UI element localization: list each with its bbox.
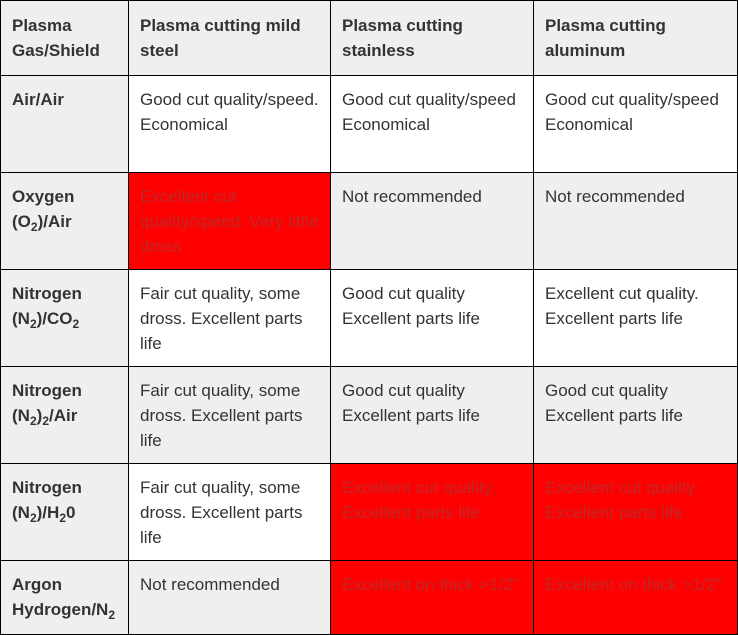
- cell-aluminum: Good cut quality Excellent parts life: [533, 366, 738, 464]
- subscript: 2: [29, 317, 37, 331]
- table-header-row: Plasma Gas/Shield Plasma cutting mild st…: [0, 0, 738, 76]
- cell-mild-steel: Good cut quality/speed. Economical: [128, 75, 331, 173]
- subscript: 2: [30, 220, 38, 234]
- cell-stainless: Good cut quality Excellent parts life: [330, 366, 534, 464]
- cell-aluminum: Excellent on thick >1/2": [533, 560, 738, 635]
- gas-text: )/CO: [36, 309, 73, 328]
- table-row: Oxygen (O2)/Air Excellent cut quality/sp…: [0, 172, 738, 270]
- header-stainless: Plasma cutting stainless: [330, 0, 534, 76]
- gas-label: Nitrogen (N2)/CO2: [0, 269, 129, 367]
- table-row: Air/Air Good cut quality/speed. Economic…: [0, 75, 738, 173]
- cell-mild-steel: Fair cut quality, some dross. Excellent …: [128, 269, 331, 367]
- gas-text: /Air: [49, 406, 78, 425]
- cell-mild-steel: Excellent cut quality/speed. Very little…: [128, 172, 331, 270]
- cell-aluminum: Not recommended: [533, 172, 738, 270]
- cell-stainless: Good cut quality Excellent parts life: [330, 269, 534, 367]
- gas-text: )/Air: [37, 212, 72, 231]
- gas-label: Air/Air: [0, 75, 129, 173]
- subscript: 2: [29, 511, 37, 525]
- gas-text: Nitrogen (N: [12, 381, 82, 425]
- cell-mild-steel: Not recommended: [128, 560, 331, 635]
- gas-label: Nitrogen (N2)2/Air: [0, 366, 129, 464]
- table-row: Nitrogen (N2)/H20 Fair cut quality, some…: [0, 463, 738, 561]
- cell-stainless: Not recommended: [330, 172, 534, 270]
- cell-aluminum: Excellent cut quality. Excellent parts l…: [533, 269, 738, 367]
- gas-text: Air/Air: [12, 90, 64, 109]
- subscript: 2: [108, 608, 116, 622]
- gas-text: )/H: [36, 503, 60, 522]
- cell-aluminum: Excellent cut quality. Excellent parts l…: [533, 463, 738, 561]
- cell-stainless: Excellent cut quality. Excellent parts l…: [330, 463, 534, 561]
- gas-label: Argon Hydrogen/N2: [0, 560, 129, 635]
- cell-aluminum: Good cut quality/speed Economical: [533, 75, 738, 173]
- gas-text: ): [36, 406, 43, 425]
- gas-text: Argon Hydrogen/N: [12, 575, 109, 619]
- header-gas-shield: Plasma Gas/Shield: [0, 0, 129, 76]
- cell-stainless: Good cut quality/speed Economical: [330, 75, 534, 173]
- gas-text: Nitrogen (N: [12, 478, 82, 522]
- table-row: Nitrogen (N2)/CO2 Fair cut quality, some…: [0, 269, 738, 367]
- gas-text: Nitrogen (N: [12, 284, 82, 328]
- gas-label: Oxygen (O2)/Air: [0, 172, 129, 270]
- table-row: Argon Hydrogen/N2 Not recommended Excell…: [0, 560, 738, 635]
- header-mild-steel: Plasma cutting mild steel: [128, 0, 331, 76]
- cell-mild-steel: Fair cut quality, some dross. Excellent …: [128, 463, 331, 561]
- table-row: Nitrogen (N2)2/Air Fair cut quality, som…: [0, 366, 738, 464]
- cell-mild-steel: Fair cut quality, some dross. Excellent …: [128, 366, 331, 464]
- subscript: 2: [59, 511, 66, 525]
- subscript: 2: [42, 414, 49, 428]
- gas-label: Nitrogen (N2)/H20: [0, 463, 129, 561]
- cell-stainless: Excellent on thick >1/2": [330, 560, 534, 635]
- gas-text: Oxygen (O: [12, 187, 75, 231]
- subscript: 2: [29, 414, 37, 428]
- header-aluminum: Plasma cutting aluminum: [533, 0, 738, 76]
- subscript: 2: [72, 317, 80, 331]
- gas-text: 0: [66, 503, 76, 522]
